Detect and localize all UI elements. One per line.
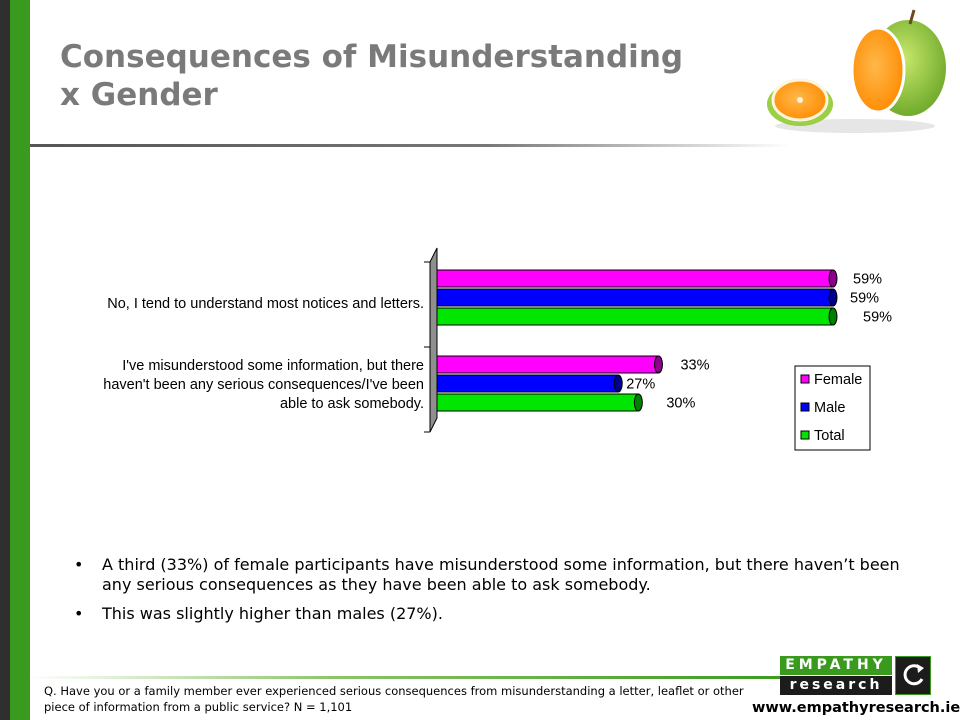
empathy-logo: EMPATHY research <box>780 656 934 696</box>
data-label: 59% <box>863 310 892 326</box>
bullet-item: This was slightly higher than males (27%… <box>72 604 932 624</box>
left-edge-bar <box>0 0 10 720</box>
category-label: I've misunderstood some information, but… <box>103 357 424 414</box>
logo-bottom-text: research <box>780 676 892 695</box>
title-line-2: x Gender <box>60 77 218 113</box>
legend-swatch-male <box>800 402 810 412</box>
bar-end-cap <box>653 355 663 374</box>
data-label: 59% <box>850 291 879 307</box>
bar-female <box>436 269 834 288</box>
bullet-item: A third (33%) of female participants hav… <box>72 555 932 595</box>
footnote: Q. Have you or a family member ever expe… <box>44 684 744 714</box>
bar-end-cap <box>828 288 838 307</box>
bar-total <box>436 393 639 412</box>
data-label: 59% <box>853 272 882 288</box>
logo-top-text: EMPATHY <box>780 656 892 675</box>
legend-label-female: Female <box>814 372 862 388</box>
bar-male <box>436 288 834 307</box>
legend-label-male: Male <box>814 400 845 416</box>
website-url: www.empathyresearch.ie <box>752 700 960 716</box>
bar-end-cap <box>828 269 838 288</box>
bar-end-cap <box>613 374 623 393</box>
data-label: 30% <box>666 396 695 412</box>
footer-divider <box>30 676 790 679</box>
category-label-line: I've misunderstood some information, but… <box>122 358 424 374</box>
page-title: Consequences of Misunderstanding x Gende… <box>60 38 683 114</box>
legend-swatch-total <box>800 430 810 440</box>
axis-wall <box>429 247 438 433</box>
data-label: 27% <box>626 377 655 393</box>
category-label-line: able to ask somebody. <box>279 396 424 412</box>
bar-female <box>436 355 659 374</box>
bar-total <box>436 307 834 326</box>
category-label: No, I tend to understand most notices an… <box>107 295 424 314</box>
data-label: 33% <box>680 358 709 374</box>
legend-swatch-female <box>800 374 810 384</box>
bar-end-cap <box>633 393 643 412</box>
bullet-list: A third (33%) of female participants hav… <box>72 555 932 633</box>
category-label-line: No, I tend to understand most notices an… <box>107 296 424 312</box>
left-accent-bar <box>10 0 30 720</box>
fruit-image <box>767 9 946 133</box>
logo-refresh-icon <box>895 656 931 695</box>
bar-end-cap <box>828 307 838 326</box>
bar-male <box>436 374 619 393</box>
title-line-1: Consequences of Misunderstanding <box>60 39 684 75</box>
legend-label-total: Total <box>814 428 845 444</box>
category-label-line: haven't been any serious consequences/I'… <box>103 377 424 393</box>
title-divider <box>30 144 790 147</box>
